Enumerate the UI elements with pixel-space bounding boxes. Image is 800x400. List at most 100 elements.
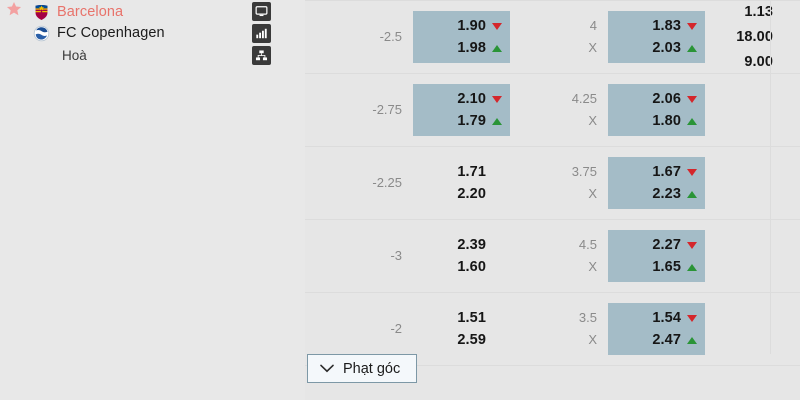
odds-top[interactable]: 1.71 (413, 161, 502, 183)
odds-top[interactable]: 1.83 (608, 15, 697, 37)
event-header: Barcelona FC Copenhagen Hoà (0, 0, 305, 76)
odds-value: 1.51 (457, 310, 486, 326)
odds-box[interactable]: 1.51 2.59 (413, 303, 510, 355)
odds-top[interactable]: 2.10 (413, 88, 502, 110)
line-label-group: 4.25 X (563, 88, 597, 132)
line-label-top: 3.5 (578, 310, 597, 325)
odds-value: 1.90 (457, 18, 486, 34)
line-label-group: -3 (368, 245, 402, 267)
odds-value: 1.71 (457, 164, 486, 180)
line-label-group: -2 (368, 318, 402, 340)
odds-box[interactable]: 1.90 1.98 (413, 11, 510, 63)
odds-bottom[interactable]: 1.98 (413, 37, 502, 59)
odds-value: 2.23 (652, 186, 681, 202)
totals-column: 3.75 X 1.67 2.23 (510, 147, 705, 219)
odds-bottom[interactable]: 2.47 (608, 329, 697, 351)
arrow-down-icon (492, 95, 502, 103)
odds-top[interactable]: 1.51 (413, 307, 502, 329)
odds-row: -2.75 2.10 1.79 4.25 X 2.06 1.80 (305, 74, 800, 147)
odds-bottom[interactable]: 1.60 (413, 256, 502, 278)
line-label-top: 3.75 (571, 164, 597, 179)
statistics-icon[interactable] (252, 24, 271, 43)
line-label-top: -2.75 (372, 102, 402, 117)
odds-box[interactable]: 2.39 1.60 (413, 230, 510, 282)
odds-box[interactable]: 1.83 2.03 (608, 11, 705, 63)
arrow-up-icon (687, 190, 697, 198)
odds-value: 2.47 (652, 332, 681, 348)
line-label-bottom: X (588, 40, 597, 55)
column-divider (770, 0, 771, 354)
arrow-down-icon (687, 314, 697, 322)
away-team-row[interactable]: FC Copenhagen (0, 23, 305, 44)
lineup-icon[interactable] (252, 46, 271, 65)
odds-top[interactable]: 1.90 (413, 15, 502, 37)
odds-value: 2.59 (457, 332, 486, 348)
corners-market-toggle[interactable]: Phạt góc (307, 354, 418, 383)
line-label-group: 4.5 X (563, 234, 597, 278)
away-team-name[interactable]: FC Copenhagen (57, 25, 165, 41)
one-x-two-odds[interactable]: 1.13 (744, 3, 773, 20)
odds-value: 2.06 (652, 91, 681, 107)
odds-bottom[interactable]: 2.20 (413, 183, 502, 205)
star-icon[interactable] (5, 0, 23, 18)
odds-bottom[interactable]: 1.65 (608, 256, 697, 278)
odds-top[interactable]: 2.39 (413, 234, 502, 256)
arrow-placeholder-icon (492, 315, 502, 322)
odds-row: -2.5 1.90 1.98 4 X 1.83 2.03 1.13 18.00 9.00 (305, 1, 800, 74)
event-panel: Barcelona FC Copenhagen Hoà (0, 0, 305, 400)
home-team-name[interactable]: Barcelona (57, 4, 124, 20)
odds-top[interactable]: 2.06 (608, 88, 697, 110)
line-label-top: -2 (390, 321, 402, 336)
totals-column: 4.5 X 2.27 1.65 (510, 220, 705, 292)
barcelona-crest-icon (33, 4, 50, 21)
odds-bottom[interactable]: 2.59 (413, 329, 502, 351)
arrow-placeholder-icon (492, 169, 502, 176)
odds-bottom[interactable]: 2.03 (608, 37, 697, 59)
odds-value: 2.03 (652, 40, 681, 56)
line-label-top: -2.25 (372, 175, 402, 190)
odds-bottom[interactable]: 1.79 (413, 110, 502, 132)
live-stream-icon[interactable] (252, 2, 271, 21)
arrow-down-icon (687, 241, 697, 249)
odds-top[interactable]: 1.67 (608, 161, 697, 183)
arrow-up-icon (492, 44, 502, 52)
odds-box[interactable]: 2.10 1.79 (413, 84, 510, 136)
odds-bottom[interactable]: 1.80 (608, 110, 697, 132)
odds-bottom[interactable]: 2.23 (608, 183, 697, 205)
one-x-two-column: 1.13 18.00 9.00 (705, 1, 800, 73)
arrow-placeholder-icon (492, 337, 502, 344)
odds-top[interactable]: 2.27 (608, 234, 697, 256)
line-label-top: -3 (390, 248, 402, 263)
line-label-group: -2.5 (368, 26, 402, 48)
odds-box[interactable]: 2.06 1.80 (608, 84, 705, 136)
chevron-down-icon (320, 360, 334, 378)
handicap-column: -2 1.51 2.59 (305, 293, 510, 365)
one-x-two-stack[interactable]: 1.13 18.00 9.00 (736, 0, 773, 75)
odds-top[interactable]: 1.54 (608, 307, 697, 329)
home-team-row[interactable]: Barcelona (0, 2, 305, 23)
arrow-up-icon (687, 44, 697, 52)
odds-value: 1.54 (652, 310, 681, 326)
arrow-down-icon (687, 95, 697, 103)
odds-box[interactable]: 1.67 2.23 (608, 157, 705, 209)
handicap-column: -2.75 2.10 1.79 (305, 74, 510, 146)
arrow-placeholder-icon (492, 191, 502, 198)
arrow-up-icon (687, 117, 697, 125)
one-x-two-odds[interactable]: 18.00 (736, 28, 773, 45)
copenhagen-crest-icon (33, 25, 50, 42)
line-label-top: 4 (589, 18, 597, 33)
arrow-placeholder-icon (492, 242, 502, 249)
odds-value: 1.83 (652, 18, 681, 34)
odds-box[interactable]: 1.71 2.20 (413, 157, 510, 209)
odds-box[interactable]: 2.27 1.65 (608, 230, 705, 282)
line-label-bottom: X (588, 332, 597, 347)
line-label-bottom: X (588, 186, 597, 201)
one-x-two-odds[interactable]: 9.00 (744, 53, 773, 70)
odds-value: 1.80 (652, 113, 681, 129)
odds-box[interactable]: 1.54 2.47 (608, 303, 705, 355)
odds-value: 2.20 (457, 186, 486, 202)
line-label-group: 3.75 X (563, 161, 597, 205)
arrow-up-icon (687, 336, 697, 344)
arrow-up-icon (687, 263, 697, 271)
totals-column: 3.5 X 1.54 2.47 (510, 293, 705, 365)
